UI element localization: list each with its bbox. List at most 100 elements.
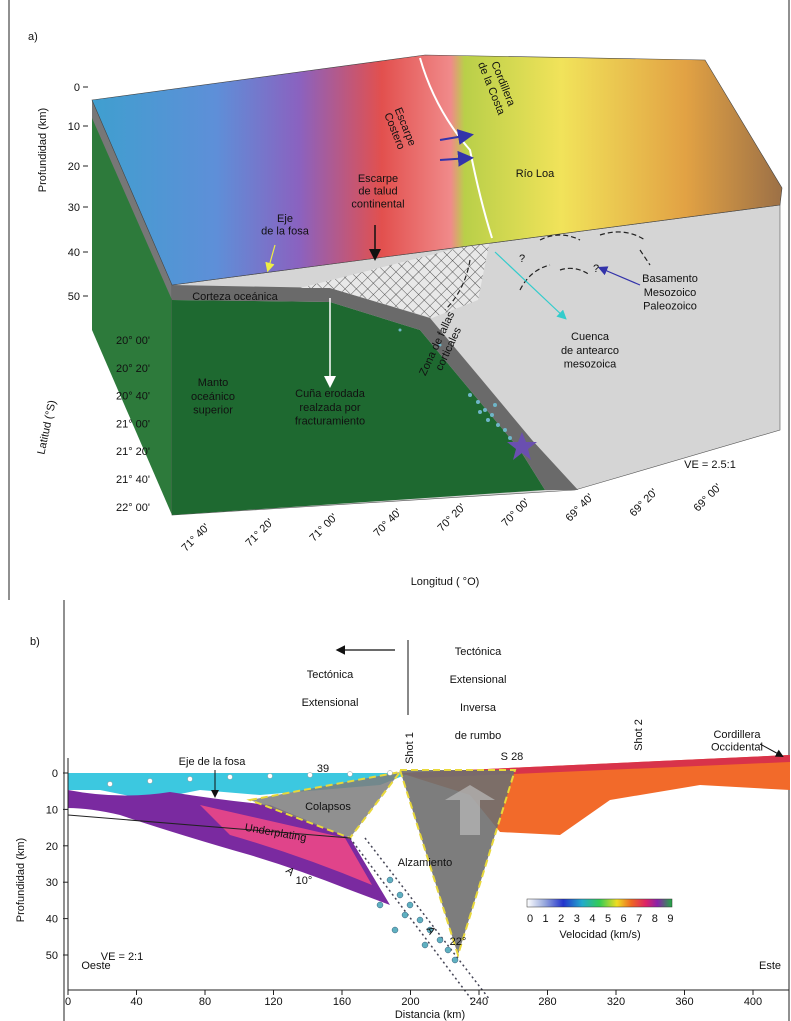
annotation: Cuña erodada realzada por fracturamiento [295, 388, 366, 428]
tick-label: 120 [264, 996, 282, 1008]
annotation-line: Cuña erodada [295, 388, 366, 400]
annotation-line: Tectónica [307, 669, 354, 681]
tick-label: 71° 00' [308, 512, 341, 545]
body: { "panel_a": { "label": "a)", "depth_axi… [0, 0, 791, 1021]
tick-label: 69° 00' [692, 482, 725, 515]
tick-label: 20° 00' [116, 335, 150, 347]
tick-label: 80 [199, 996, 211, 1008]
tick-label: 40 [46, 914, 58, 926]
annotation: 39 [317, 763, 329, 775]
annotation-line: mesozoica [564, 359, 617, 371]
annotation: ? [519, 253, 525, 265]
panel-label: a) [28, 31, 38, 43]
annotation-line: Cuenca [571, 331, 610, 343]
annotation-line: Extensional [302, 697, 359, 709]
tick-label: 240 [470, 996, 488, 1008]
annotation-line: de antearco [561, 345, 619, 357]
tick-label: 50 [68, 291, 80, 303]
annotation-line: Mesozoico [644, 287, 697, 299]
tick-label: 40 [130, 996, 142, 1008]
tick-label: 20° 20' [116, 363, 150, 375]
annotation-line: de la fosa [261, 226, 310, 238]
tick-label: 70° 40' [372, 507, 405, 540]
colorbar [527, 899, 672, 907]
tick-label: 0 [74, 82, 80, 94]
annotation-line: Paleozoico [643, 301, 697, 313]
tick-label: 0 [52, 768, 58, 780]
tick-label: 69° 40' [564, 492, 597, 525]
annotation-line: de rumbo [455, 730, 501, 742]
annotation: TectónicaExtensionalInversade rumbo [450, 646, 507, 742]
tick-label: 2 [558, 913, 564, 925]
axis-title: Longitud ( °O) [411, 576, 480, 588]
block-diagram [92, 55, 782, 515]
panel-label: b) [30, 636, 40, 648]
tick-label: 30 [46, 877, 58, 889]
tick-label: 8 [652, 913, 658, 925]
tick-label: 21° 20' [116, 446, 150, 458]
tick-label: 1 [543, 913, 549, 925]
annotation-line: Eje [277, 213, 293, 225]
annotation-line: Cordillera [713, 729, 761, 741]
annotation-line: Manto [198, 377, 229, 389]
tick-label: 4 [589, 913, 595, 925]
annotation: S 28 [501, 751, 524, 763]
annotation: 22° [450, 936, 467, 948]
tick-label: 21° 40' [116, 474, 150, 486]
tick-label: 69° 20' [628, 487, 661, 520]
tick-label: 6 [621, 913, 627, 925]
annotation-line: Basamento [642, 273, 698, 285]
annotation-line: Occidental [711, 742, 763, 754]
tick-label: 10 [46, 804, 58, 816]
annotation: Basamento Mesozoico Paleozoico [642, 273, 698, 313]
annotation: Eje de la fosa [179, 756, 247, 768]
tick-label: 360 [675, 996, 693, 1008]
tick-label: 280 [538, 996, 556, 1008]
annotation: Este [759, 960, 781, 972]
annotation: 10° [296, 875, 313, 887]
tick-label: 5 [605, 913, 611, 925]
axis-title: Latitud (°S) [35, 399, 58, 455]
tick-label: 400 [744, 996, 762, 1008]
annotation: Colapsos [305, 801, 351, 813]
tick-label: 20 [68, 161, 80, 173]
annotation: ? [593, 263, 599, 275]
tick-label: 71° 40' [180, 522, 213, 555]
annotation: Corteza oceánica [192, 291, 278, 303]
tick-label: 3 [574, 913, 580, 925]
tick-label: 10 [68, 121, 80, 133]
tick-label: 9 [667, 913, 673, 925]
axis-title: Distancia (km) [395, 1009, 465, 1021]
annotation-line: oceánico [191, 391, 235, 403]
tick-label: 7 [636, 913, 642, 925]
annotation-line: Inversa [460, 702, 497, 714]
annotation: Oeste [81, 960, 110, 972]
annotation: Shot 2 [633, 719, 645, 751]
annotation-line: Tectónica [455, 646, 502, 658]
annotation: Tectónica Extensional [302, 669, 359, 709]
velocity-section [68, 755, 790, 1000]
annotation: VE = 2.5:1 [684, 459, 736, 471]
tick-label: 0 [65, 996, 71, 1008]
tick-label: 0 [527, 913, 533, 925]
tick-label: 20° 40' [116, 391, 150, 403]
annotation-line: continental [351, 198, 404, 210]
tick-label: 70° 20' [436, 502, 469, 535]
tick-label: 70° 00' [500, 497, 533, 530]
annotation: Alzamiento [398, 857, 452, 869]
axis-title: Profundidad (km) [15, 838, 27, 922]
annotation-line: de talud [358, 186, 397, 198]
annotation: Shot 1 [404, 732, 416, 764]
tick-label: 20 [46, 841, 58, 853]
tick-label: 320 [607, 996, 625, 1008]
annotation-line: fracturamiento [295, 416, 365, 428]
tick-label: 71° 20' [244, 517, 277, 550]
axis-title: Profundidad (km) [37, 108, 49, 192]
figure: a)Profundidad (km)01020304050Latitud (°S… [0, 0, 791, 1021]
tick-label: 50 [46, 950, 58, 962]
annotation-line: realzada por [299, 402, 360, 414]
tick-label: 21° 00' [116, 418, 150, 430]
annotation-line: Escarpe [358, 173, 398, 185]
axis-title: Velocidad (km/s) [559, 929, 640, 941]
